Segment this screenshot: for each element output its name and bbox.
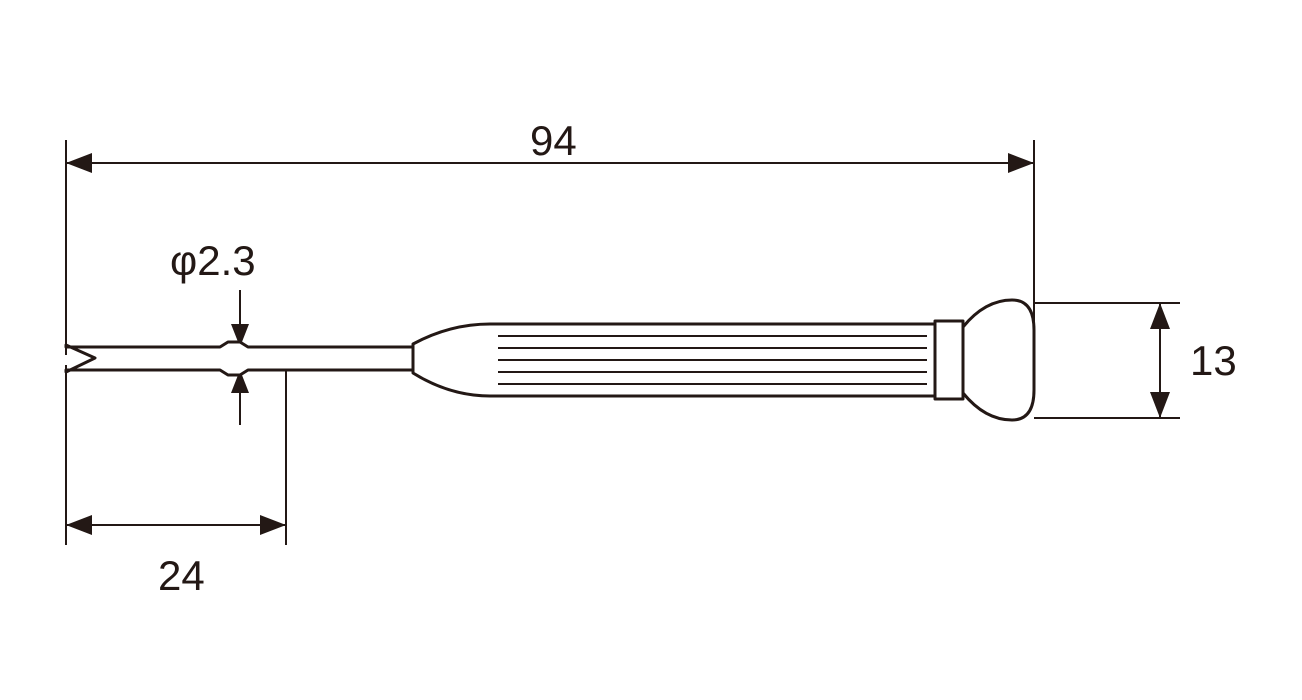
arrow-left: [66, 515, 92, 535]
arrow-right: [1008, 153, 1034, 173]
arrow-top: [1150, 303, 1170, 329]
end-cap: [963, 300, 1034, 420]
tip-and-shaft: [66, 342, 413, 375]
arrow-right: [260, 515, 286, 535]
handle-band: [935, 321, 963, 399]
dim-tip-length: 24: [66, 365, 286, 599]
dim-handle-diameter: 13: [1034, 303, 1237, 418]
dim-label: 24: [158, 552, 205, 599]
arrow-left: [66, 153, 92, 173]
dim-label: 13: [1190, 337, 1237, 384]
dim-label: 94: [530, 117, 577, 164]
technical-drawing: 94 24 13 φ2.3: [0, 0, 1302, 700]
dim-overall-length: 94: [66, 117, 1034, 355]
arrow-bot: [1150, 392, 1170, 418]
dim-label: φ2.3: [170, 237, 256, 284]
dim-shaft-diameter: φ2.3: [170, 237, 256, 425]
